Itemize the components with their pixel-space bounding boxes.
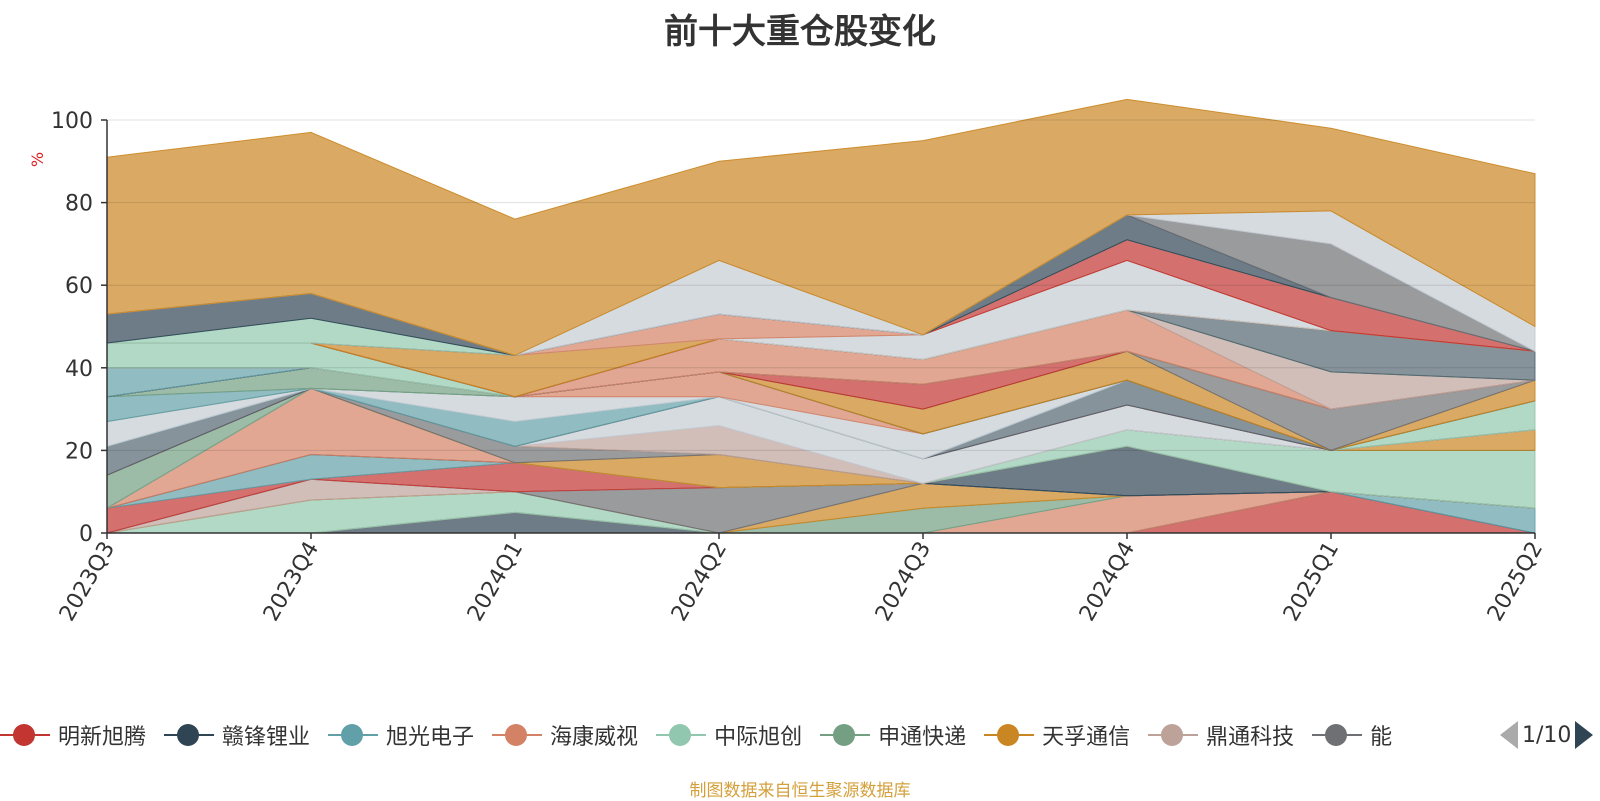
y-tick-label: 20 [65,439,93,464]
legend-item[interactable]: 中际旭创 [656,715,802,755]
legend-label: 明新旭腾 [58,725,147,750]
legend-marker-icon [492,723,543,747]
legend-marker-icon [656,723,707,747]
x-tick-label: 2023Q4 [259,538,324,626]
legend-label: 能 [1370,725,1393,750]
legend-marker-icon [164,723,215,747]
legend-item[interactable]: 能 [1312,715,1392,755]
x-tick-label: 2023Q3 [55,538,120,626]
y-tick-label: 60 [65,274,93,299]
legend-marker-icon [984,723,1035,747]
stacked-area-chart: 0 20 40 60 80 100 2023Q3 2023Q4 2024Q1 2024Q2 2024… [51,98,1548,626]
x-tick-label: 2025Q2 [1483,538,1548,626]
legend-marker-dot [997,724,1020,746]
legend-next-page-icon[interactable] [1575,721,1594,749]
legend-label: 天孚通信 [1042,725,1131,750]
y-tick-label: 100 [51,109,93,134]
area-series-50[interactable] [106,98,1536,356]
grid-layer [107,119,1535,534]
legend-marker-icon [1312,723,1363,747]
legend-item[interactable]: 明新旭腾 [0,715,146,755]
legend-marker-icon [0,723,50,747]
data-source-note: 制图数据来自恒生聚源数据库 [689,781,911,801]
x-tick-label: 2025Q1 [1279,538,1344,626]
legend-marker-dot [1161,724,1184,746]
x-tick-label: 2024Q3 [871,538,936,626]
legend-label: 中际旭创 [714,725,803,750]
y-tick-label: 80 [65,192,93,217]
legend-label: 申通快递 [878,725,967,750]
legend-item[interactable]: 天孚通信 [984,715,1130,755]
legend-item[interactable]: 申通快递 [820,715,966,755]
legend-item[interactable]: 旭光电子 [328,715,474,755]
legend-label: 赣锋锂业 [222,725,311,750]
y-tick-label: 0 [79,522,93,547]
legend-marker-dot [13,724,35,746]
legend-label: 海康威视 [550,725,639,750]
chart-title: 前十大重仓股变化 [664,12,936,52]
x-tick-label: 2024Q2 [667,538,732,626]
x-tick-label: 2024Q1 [463,538,528,626]
legend-marker-icon [328,723,379,747]
legend-label: 鼎通科技 [1206,725,1295,750]
legend-item[interactable]: 鼎通科技 [1148,715,1294,755]
legend-item[interactable]: 海康威视 [492,715,638,755]
legend-pager: 1/10 [1500,718,1594,752]
legend-marker-icon [820,723,871,747]
legend-marker-dot [177,724,200,746]
legend-marker-dot [341,724,364,746]
legend-marker-dot [505,724,528,746]
legend-page-indicator: 1/10 [1522,722,1572,748]
legend-marker-dot [669,724,692,746]
area-layer [106,98,1536,534]
legend-marker-dot [833,724,856,746]
legend-label: 旭光电子 [386,725,475,750]
legend: 明新旭腾 赣锋锂业 旭光电子 海康威视 中际旭创 申通快递 天孚通信 鼎通科技 能 [0,715,1480,755]
x-tick-label: 2024Q4 [1075,538,1140,626]
legend-marker-dot [1325,724,1348,746]
legend-marker-icon [1148,723,1199,747]
legend-prev-page-icon[interactable] [1500,721,1518,749]
legend-item[interactable]: 赣锋锂业 [164,715,310,755]
y-tick-label: 40 [65,357,93,382]
